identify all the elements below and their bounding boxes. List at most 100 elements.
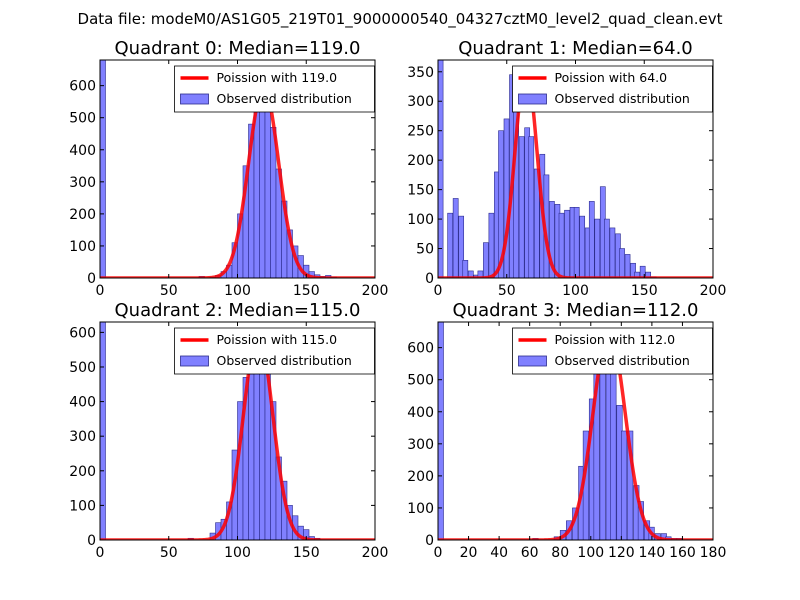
y-tick-label: 300	[407, 437, 434, 453]
y-tick-label: 0	[87, 533, 96, 549]
x-tick-label: 50	[160, 545, 178, 561]
histogram-bar	[604, 218, 610, 278]
x-tick-label: 200	[700, 283, 727, 299]
x-tick-label: 0	[96, 283, 105, 299]
subplot-quadrant-2: 0 50 100 150 200 0 100 200 300 400 500 600 Quadrant …	[69, 300, 388, 561]
histogram-bar	[264, 91, 271, 278]
histogram-bar	[639, 265, 646, 278]
y-tick-label: 300	[69, 175, 96, 191]
legend-label-poisson: Poission with 112.0	[555, 332, 676, 347]
histogram-bar	[610, 350, 617, 540]
legend-bar-swatch	[180, 93, 209, 105]
histogram-bar	[549, 201, 555, 278]
histogram-bar	[498, 130, 504, 278]
histogram-bar	[518, 136, 525, 278]
histogram-bar	[599, 350, 606, 540]
axes-frame	[437, 321, 714, 541]
x-tick-label: 100	[224, 545, 251, 561]
y-tick-label: 350	[407, 65, 434, 81]
y-tick-label: 400	[69, 143, 96, 159]
y-tick-label: 500	[69, 111, 96, 127]
histogram-bar	[483, 242, 489, 278]
plot-area	[438, 322, 713, 540]
histogram-bar	[528, 136, 535, 278]
histogram-bar	[594, 218, 601, 278]
subplot-title: Quadrant 0: Median=119.0	[115, 38, 361, 59]
y-tick-label: 100	[69, 239, 96, 255]
y-tick-label: 200	[69, 207, 96, 223]
histogram-bar	[627, 430, 634, 540]
subplot-quadrant-0: 0 50 100 150 200 0 100 200 300 400 500 600 Quadrant …	[69, 38, 388, 299]
legend-bar-swatch	[180, 355, 209, 367]
x-tick-label: 150	[293, 545, 320, 561]
x-tick-label: 120	[608, 545, 635, 561]
x-tick-label: 140	[639, 545, 666, 561]
y-tick-label: 50	[416, 242, 434, 258]
y-tick-label: 600	[69, 325, 96, 341]
legend: Poission with 64.0 Observed distribution	[512, 65, 713, 113]
legend-label-poisson: Poission with 115.0	[217, 332, 338, 347]
x-tick-label: 180	[700, 545, 727, 561]
y-tick-label: 0	[425, 271, 434, 287]
histogram-bar	[100, 322, 106, 540]
x-tick-label: 50	[498, 283, 516, 299]
x-tick-label: 100	[577, 545, 604, 561]
histogram-bar	[609, 227, 616, 278]
y-tick-label: 600	[69, 79, 96, 95]
y-tick-label: 200	[407, 469, 434, 485]
x-tick-label: 0	[96, 545, 105, 561]
figure-suptitle: Data file: modeM0/AS1G05_219T01_90000005…	[78, 10, 723, 29]
x-tick-label: 50	[160, 283, 178, 299]
legend-label-observed: Observed distribution	[555, 353, 690, 368]
histogram-bar	[573, 206, 580, 278]
legend-bar-swatch	[518, 93, 547, 105]
legend-label-poisson: Poission with 119.0	[217, 70, 338, 85]
x-tick-label: 200	[362, 283, 389, 299]
x-tick-label: 200	[362, 545, 389, 561]
y-tick-label: 300	[407, 94, 434, 110]
y-tick-label: 100	[407, 501, 434, 517]
histogram-bar	[624, 254, 631, 278]
histogram-bar	[259, 349, 266, 540]
histogram-bar	[579, 215, 586, 278]
x-tick-label: 160	[669, 545, 696, 561]
y-tick-label: 250	[407, 124, 434, 140]
histogram-bar	[253, 345, 260, 540]
y-tick-label: 300	[69, 429, 96, 445]
y-tick-label: 500	[69, 360, 96, 376]
legend: Poission with 112.0 Observed distribution	[512, 327, 713, 375]
subplot-quadrant-3: 0 20 40 60 80 100 120 140 160 1800100200300400500…	[407, 300, 726, 561]
histogram-bar	[452, 198, 459, 278]
subplot-title: Quadrant 3: Median=112.0	[453, 300, 699, 321]
legend-bar-swatch	[518, 355, 547, 367]
histogram-bar	[438, 322, 444, 540]
histogram-bar	[533, 168, 540, 278]
y-tick-label: 600	[407, 341, 434, 357]
x-tick-label: 150	[293, 283, 320, 299]
y-tick-label: 500	[407, 373, 434, 389]
x-tick-label: 80	[551, 545, 569, 561]
x-tick-label: 0	[434, 545, 443, 561]
histogram-bar	[438, 60, 444, 278]
x-tick-label: 150	[631, 283, 658, 299]
y-tick-label: 200	[69, 464, 96, 480]
x-tick-label: 100	[224, 283, 251, 299]
y-tick-label: 400	[69, 395, 96, 411]
x-tick-label: 0	[434, 283, 443, 299]
legend-label-observed: Observed distribution	[217, 91, 352, 106]
subplot-title: Quadrant 1: Median=64.0	[458, 38, 693, 59]
histogram-bar	[488, 212, 495, 278]
subplot-quadrant-1: 0 50 100 150 200 0 50 100 150 200 250 300 350 Quadran…	[407, 38, 726, 299]
y-tick-label: 0	[425, 533, 434, 549]
histogram-bar	[248, 373, 255, 540]
subplot-title: Quadrant 2: Median=115.0	[115, 300, 361, 321]
x-tick-label: 20	[460, 545, 478, 561]
x-tick-label: 100	[562, 283, 589, 299]
legend-label-observed: Observed distribution	[217, 353, 352, 368]
y-tick-label: 0	[87, 271, 96, 287]
legend-label-poisson: Poission with 64.0	[555, 70, 668, 85]
histogram-bar	[270, 127, 277, 278]
histogram-bar	[447, 212, 454, 278]
histogram-bar	[558, 212, 565, 278]
